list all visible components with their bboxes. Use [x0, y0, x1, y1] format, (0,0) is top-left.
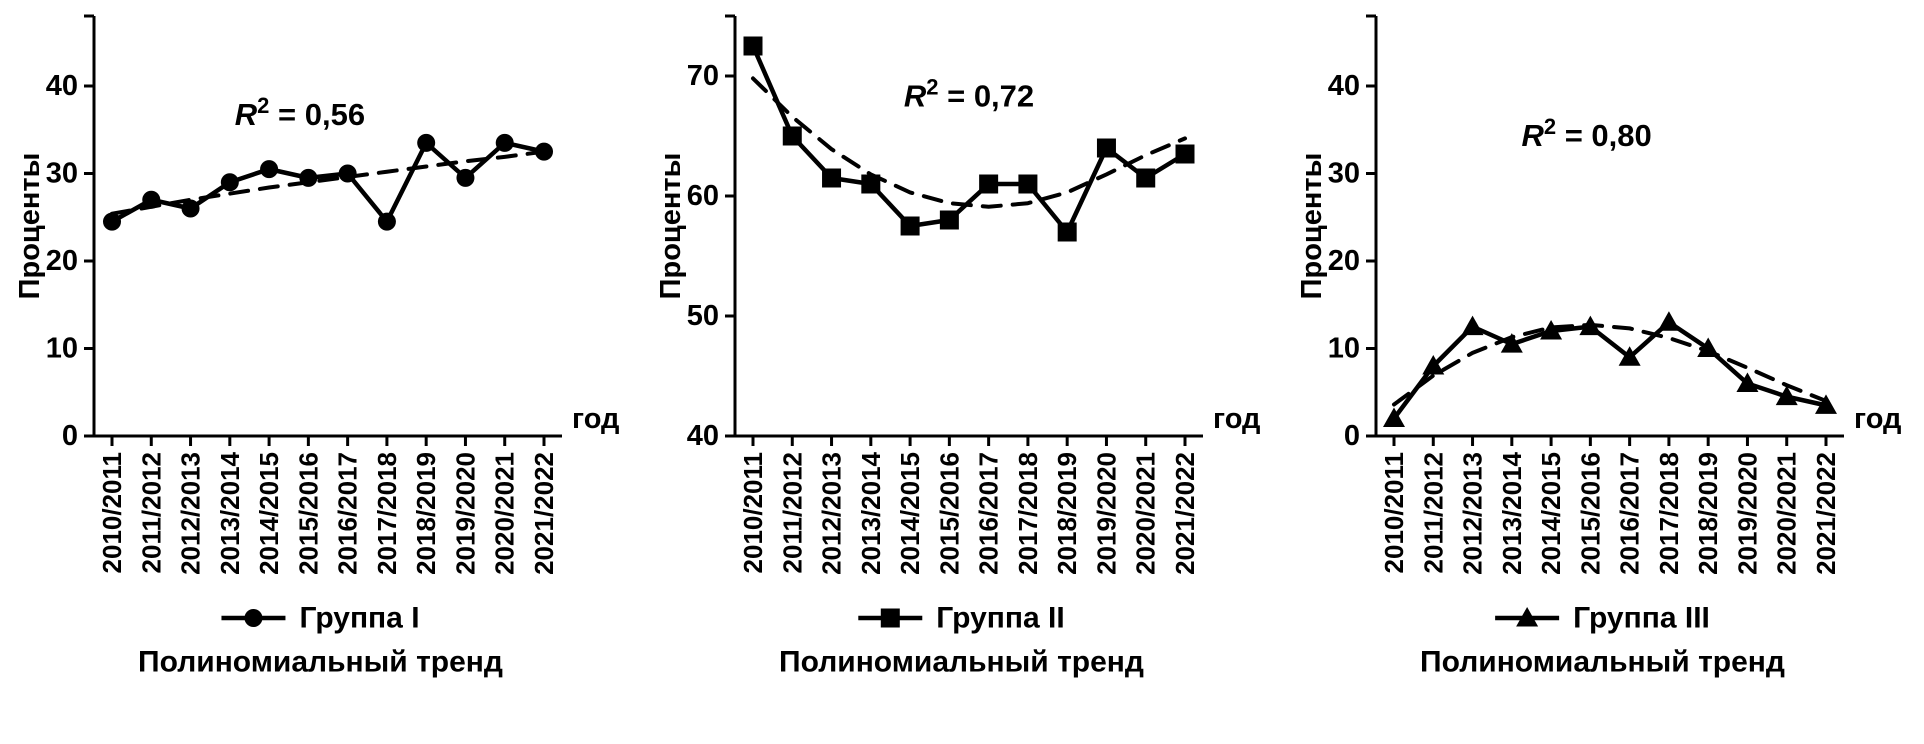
x-tick-label: 2010/2011: [97, 452, 127, 573]
y-tick-label: 30: [46, 158, 78, 190]
x-tick-label: 2013/2014: [856, 451, 886, 574]
data-series: [103, 133, 553, 231]
x-tick-label: 2012/2013: [176, 452, 206, 575]
x-tick-label: 2016/2017: [1615, 452, 1645, 575]
x-tick-label: 2010/2011: [1379, 452, 1409, 573]
x-tick-label: 2011/2012: [777, 452, 807, 573]
x-tick-label: 2013/2014: [215, 451, 245, 574]
axes: [725, 14, 1203, 446]
x-tick-label: 2016/2017: [333, 452, 363, 575]
x-tick-label: 2020/2021: [1131, 452, 1161, 575]
x-tick-label: 2021/2022: [529, 452, 559, 575]
legend-series-label: Группа II: [936, 602, 1064, 635]
line-chart-group-iii: 0 10 20 30 40 2010/2011 2011/2012 2012/2013 2013…: [1296, 14, 1901, 679]
y-tick-label: 60: [687, 180, 719, 212]
legend-series-entry: Группа II: [858, 602, 1065, 635]
y-tick-label: 40: [46, 70, 78, 102]
trend-series: [751, 76, 1187, 209]
data-series: [1383, 311, 1837, 427]
x-tick-label: 2014/2015: [1536, 452, 1566, 575]
line-chart-group-ii: 40 50 60 70 2010/2011 2011/2012 2012/2013 2013/…: [655, 14, 1260, 679]
y-tick-label: 50: [687, 300, 719, 332]
x-tick-label: 2021/2022: [1170, 452, 1200, 575]
x-tick-label: 2017/2018: [1013, 452, 1043, 575]
axes: [84, 14, 562, 446]
y-tick-label: 0: [62, 420, 78, 452]
chart-panel-group-ii: 40 50 60 70 2010/2011 2011/2012 2012/2013 2013/…: [641, 0, 1282, 744]
x-tick-label: 2011/2012: [1418, 452, 1448, 573]
x-axis-label: год: [572, 403, 619, 435]
x-tick-label: 2015/2016: [1575, 452, 1605, 575]
x-tick-label: 2018/2019: [411, 452, 441, 575]
y-axis-label: Проценты: [1296, 153, 1328, 300]
r-squared-annotation: R2 = 0,56: [235, 93, 365, 132]
x-tick-label: 2015/2016: [293, 452, 323, 575]
y-tick-label: 0: [1344, 420, 1360, 452]
y-tick-label: 70: [687, 60, 719, 92]
y-axis-label: Проценты: [655, 153, 687, 300]
x-tick-label: 2016/2017: [974, 452, 1004, 575]
trend-series: [1392, 322, 1828, 407]
legend-series-label: Группа I: [299, 602, 419, 635]
legend-series-entry: Группа I: [221, 602, 420, 635]
x-tick-label: 2019/2020: [1732, 452, 1762, 575]
tick-labels: 0 10 20 30 40 2010/2011 2011/2012 2012/2013 2013…: [1328, 70, 1841, 575]
chart-panel-group-i: 0 10 20 30 40 2010/2011 2011/2012 2012/2013 2013…: [0, 0, 641, 744]
r-squared-annotation: R2 = 0,80: [1521, 114, 1651, 153]
y-axis-label: Проценты: [14, 153, 46, 300]
trend-series: [110, 149, 546, 216]
x-tick-label: 2014/2015: [254, 452, 284, 575]
axes: [1366, 14, 1844, 446]
x-tick-label: 2021/2022: [1811, 452, 1841, 575]
data-series: [743, 36, 1195, 242]
y-tick-label: 40: [1328, 70, 1360, 102]
tick-labels: 0 10 20 30 40 2010/2011 2011/2012 2012/2013 2013…: [46, 70, 559, 575]
x-axis-label: год: [1854, 403, 1901, 435]
chart-panel-group-iii: 0 10 20 30 40 2010/2011 2011/2012 2012/2013 2013…: [1282, 0, 1923, 744]
x-tick-label: 2014/2015: [895, 452, 925, 575]
x-tick-label: 2012/2013: [1458, 452, 1488, 575]
x-tick-label: 2020/2021: [490, 452, 520, 575]
y-tick-label: 20: [46, 245, 78, 277]
legend-series-entry: Группа III: [1495, 602, 1710, 635]
legend-trend-label: Полиномиальный тренд: [1420, 646, 1785, 679]
x-tick-label: 2017/2018: [372, 452, 402, 575]
legend-trend-label: Полиномиальный тренд: [779, 646, 1144, 679]
x-tick-label: 2015/2016: [934, 452, 964, 575]
x-tick-label: 2019/2020: [1091, 452, 1121, 575]
line-chart-group-i: 0 10 20 30 40 2010/2011 2011/2012 2012/2013 2013…: [14, 14, 619, 679]
x-tick-label: 2020/2021: [1772, 452, 1802, 575]
y-tick-label: 10: [1328, 333, 1360, 365]
r-squared-annotation: R2 = 0,72: [904, 74, 1034, 113]
x-tick-label: 2013/2014: [1497, 451, 1527, 574]
x-tick-label: 2018/2019: [1052, 452, 1082, 575]
legend-trend-label: Полиномиальный тренд: [138, 646, 503, 679]
x-tick-label: 2010/2011: [738, 452, 768, 573]
x-tick-label: 2011/2012: [136, 452, 166, 573]
tick-labels: 40 50 60 70 2010/2011 2011/2012 2012/2013 2013/…: [687, 60, 1200, 575]
legend-series-label: Группа III: [1573, 602, 1710, 635]
y-tick-label: 20: [1328, 245, 1360, 277]
x-tick-label: 2019/2020: [450, 452, 480, 575]
y-tick-label: 10: [46, 333, 78, 365]
x-tick-label: 2012/2013: [817, 452, 847, 575]
y-tick-label: 30: [1328, 158, 1360, 190]
x-tick-label: 2018/2019: [1693, 452, 1723, 575]
x-tick-label: 2017/2018: [1654, 452, 1684, 575]
x-axis-label: год: [1213, 403, 1260, 435]
y-tick-label: 40: [687, 420, 719, 452]
